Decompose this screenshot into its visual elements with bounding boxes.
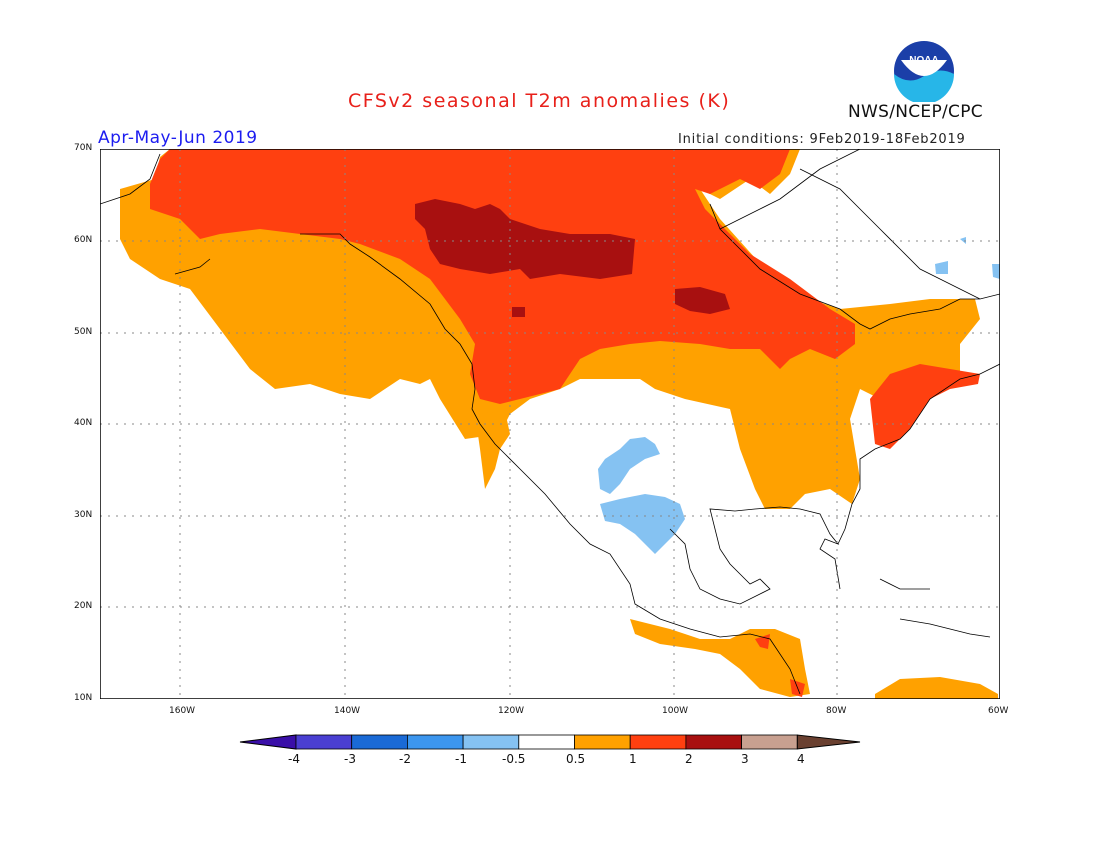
legend-label: -2: [399, 752, 411, 766]
lon-label-60w: 60W: [988, 706, 1009, 716]
legend-swatch: [574, 734, 631, 750]
anomaly-region-red: [150, 149, 855, 404]
forecast-period: Apr-May-Jun 2019: [98, 128, 258, 148]
legend-swatch: [406, 734, 464, 750]
legend-label: -4: [288, 752, 300, 766]
anomaly-region-lightblue-mexico: [600, 494, 685, 554]
legend-label: -3: [344, 752, 356, 766]
anomaly-region-lightblue-southwest: [598, 437, 660, 494]
anomaly-region-red-central-america: [755, 634, 805, 697]
legend-swatch: [741, 734, 798, 750]
anomaly-map: [100, 149, 1000, 699]
legend-label: 1: [629, 752, 637, 766]
legend-label: 0.5: [566, 752, 586, 766]
color-legend: [239, 734, 861, 750]
lon-label-160w: 160W: [169, 706, 196, 716]
lat-label-10n: 10N: [74, 693, 93, 703]
grid-lines: [100, 149, 1000, 699]
lat-label-70n: 70N: [74, 143, 93, 153]
lat-label-60n: 60N: [74, 235, 93, 245]
noaa-logo: NOAA: [894, 41, 954, 102]
coastlines: [100, 149, 1000, 695]
legend-label: 3: [741, 752, 749, 766]
legend-swatch: [295, 734, 353, 750]
lat-label-40n: 40N: [74, 418, 93, 428]
anomaly-region-darkred-spot: [512, 307, 525, 317]
anomaly-region-darkred-hudson: [675, 287, 730, 314]
lat-label-50n: 50N: [74, 327, 93, 337]
legend-swatch: [518, 734, 575, 750]
anomaly-region-orange-south: [875, 677, 998, 699]
lat-label-20n: 20N: [74, 601, 93, 611]
legend-swatch: [685, 734, 742, 750]
legend-label: 2: [685, 752, 693, 766]
legend-swatch: [629, 734, 687, 750]
initial-conditions: Initial conditions: 9Feb2019-18Feb2019: [678, 132, 966, 147]
logo-text: NOAA: [909, 55, 938, 66]
anomaly-region-darkred: [415, 199, 635, 279]
lon-label-140w: 140W: [334, 706, 361, 716]
lat-label-30n: 30N: [74, 510, 93, 520]
anomaly-region-orange-west-coast: [475, 411, 510, 489]
legend-label: -0.5: [502, 752, 526, 766]
lon-label-80w: 80W: [826, 706, 847, 716]
lon-label-120w: 120W: [498, 706, 525, 716]
legend-label: -1: [455, 752, 467, 766]
legend-arrow-low: [239, 734, 297, 750]
legend-swatch: [462, 734, 520, 750]
agency-label: NWS/NCEP/CPC: [848, 102, 983, 122]
chart-title: CFSv2 seasonal T2m anomalies (K): [348, 90, 731, 112]
legend-label: 4: [797, 752, 805, 766]
legend-swatch: [351, 734, 408, 750]
lon-label-100w: 100W: [662, 706, 689, 716]
legend-arrow-high: [796, 734, 861, 750]
anomaly-region-lightblue-labrador: [935, 237, 1000, 279]
